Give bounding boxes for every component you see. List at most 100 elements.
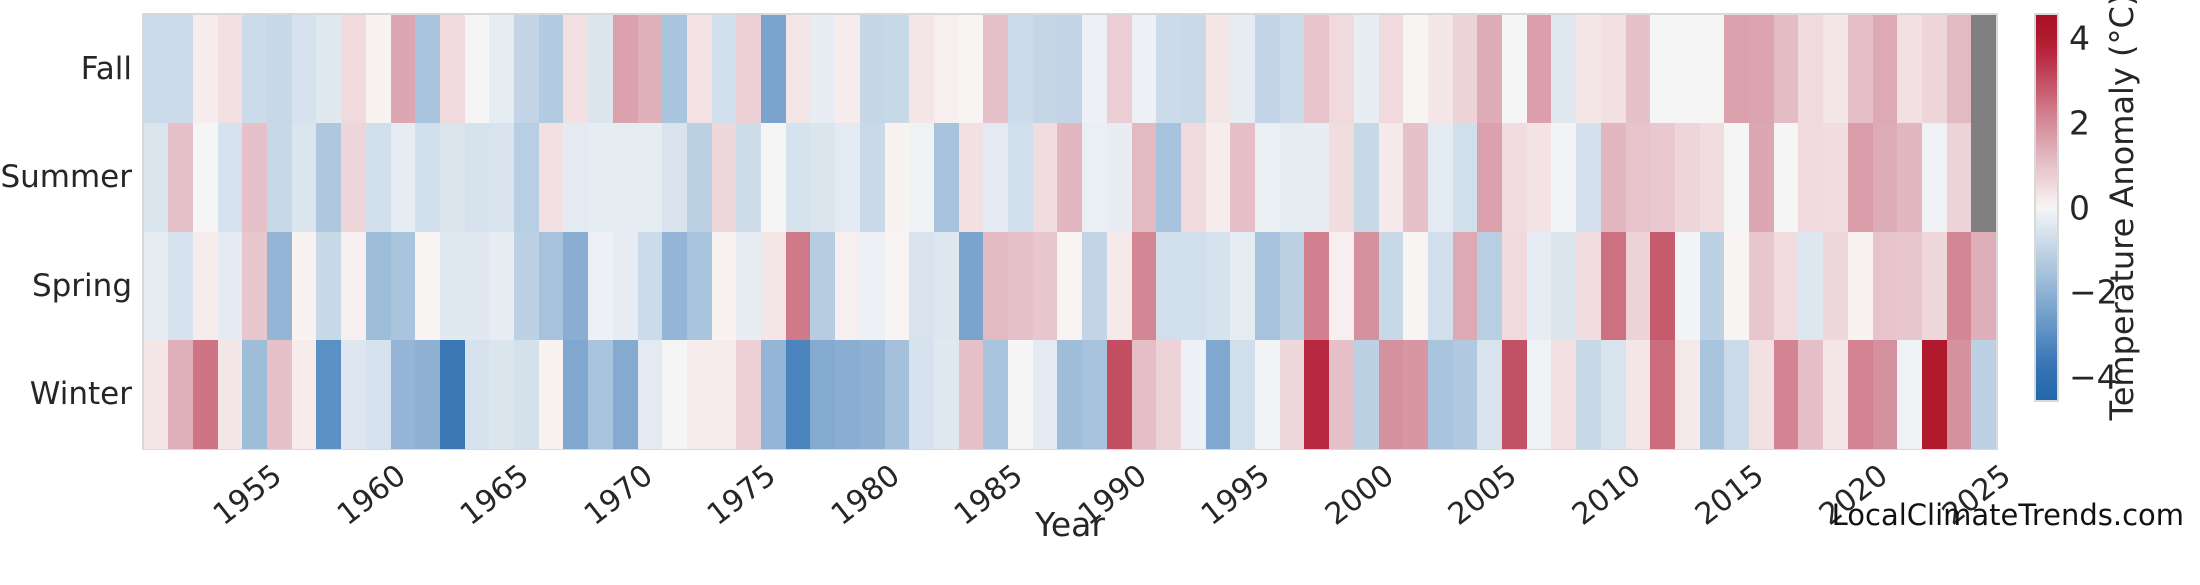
heatmap-cell [1600,339,1626,449]
heatmap-cell [1008,123,1034,232]
heatmap-cell [415,123,441,232]
heatmap-cell [983,231,1009,341]
colorbar-tick-4: 4 [2069,18,2090,58]
heatmap-cell [1156,339,1182,449]
heatmap-cell [242,339,268,449]
heatmap-cell [662,339,688,449]
heatmap-cell [1551,123,1577,232]
heatmap-cell [1798,339,1824,449]
heatmap-cell [612,231,638,341]
heatmap-cell [933,15,960,124]
heatmap-cell [1823,231,1849,341]
heatmap-cell [415,339,441,449]
x-tick-1960: 1960 [330,458,413,533]
heatmap-cell [1526,339,1552,449]
heatmap-cell [1230,339,1256,449]
heatmap-cell [588,15,614,124]
row-label-fall: Fall [80,51,132,88]
heatmap-cell [761,123,787,232]
heatmap-cell [1724,231,1750,341]
heatmap-cell [415,231,441,341]
heatmap-cell [365,231,391,341]
x-tick-1970: 1970 [577,458,660,533]
heatmap-cell [637,123,663,232]
row-label-spring: Spring [31,267,132,304]
heatmap-cell [390,15,416,124]
heatmap-cell [662,15,688,124]
heatmap-cell [1032,231,1058,341]
heatmap-cell [1403,339,1429,449]
heatmap-cell [612,123,638,232]
heatmap-cell [514,15,540,124]
heatmap-cell [1452,15,1478,124]
heatmap-cell [1823,123,1849,232]
x-tick-1995: 1995 [1194,458,1277,533]
heatmap-cell [1131,339,1157,449]
heatmap-cell [736,231,762,341]
heatmap-cell [341,231,367,341]
heatmap-cell [785,231,811,341]
heatmap-cell [1082,339,1108,449]
heatmap-cell [1082,123,1108,232]
x-tick-2010: 2010 [1565,458,1648,533]
heatmap-cell [736,123,762,232]
heatmap-cell [1847,339,1873,449]
row-label-summer: Summer [0,159,132,196]
heatmap-cell [1329,123,1355,232]
heatmap-cell [1600,231,1626,341]
heatmap-cell [291,231,317,341]
heatmap-cell [785,339,811,449]
heatmap-cell [1674,339,1701,449]
heatmap-cell [637,15,663,124]
heatmap-cell [242,15,268,124]
heatmap-cell [884,231,910,341]
heatmap-cell [909,123,935,232]
heatmap-cell [415,15,441,124]
heatmap-cell [1353,231,1379,341]
heatmap-cell [1749,231,1775,341]
row-label-winter: Winter [29,375,132,412]
heatmap-cell [192,15,219,124]
heatmap-cell [1403,123,1429,232]
heatmap-cell [1255,15,1281,124]
heatmap-cell [909,339,935,449]
heatmap-cell [884,123,910,232]
colorbar-title: Temperature Anomaly (°C) [2103,0,2141,421]
heatmap-cell [1082,231,1108,341]
heatmap-cell [859,15,885,124]
colorbar [2034,13,2059,402]
heatmap-cell [711,15,737,124]
heatmap-cell [1872,231,1898,341]
heatmap-cell [1749,123,1775,232]
heatmap-cell [489,123,515,232]
colorbar-tick--2: −2 [2069,272,2118,312]
heatmap-cell [1106,123,1132,232]
heatmap-cell [242,231,268,341]
heatmap-cell [1452,123,1478,232]
watermark: LocalClimateTrends.com [1831,498,2184,532]
heatmap-cell [538,339,564,449]
heatmap-cell [1032,15,1058,124]
heatmap-cell [1823,15,1849,124]
heatmap-cell [1131,15,1157,124]
heatmap-cell [909,231,935,341]
heatmap-cell [958,123,984,232]
heatmap-cell [1032,339,1058,449]
heatmap-cell [1329,15,1355,124]
heatmap-cell [1650,231,1676,341]
heatmap-cell [1477,123,1503,232]
heatmap-cell [736,339,762,449]
heatmap-cell [1057,15,1083,124]
heatmap-cell [810,231,836,341]
heatmap-cell [1946,15,1972,124]
x-tick-1965: 1965 [453,458,536,533]
heatmap-cell [1798,231,1824,341]
heatmap-cell [538,231,564,341]
heatmap-cell [1847,123,1873,232]
heatmap-cell [711,231,737,341]
heatmap-cell [1304,339,1330,449]
heatmap-cell [1427,123,1454,232]
heatmap-cell [612,15,638,124]
heatmap-cell [1872,15,1898,124]
